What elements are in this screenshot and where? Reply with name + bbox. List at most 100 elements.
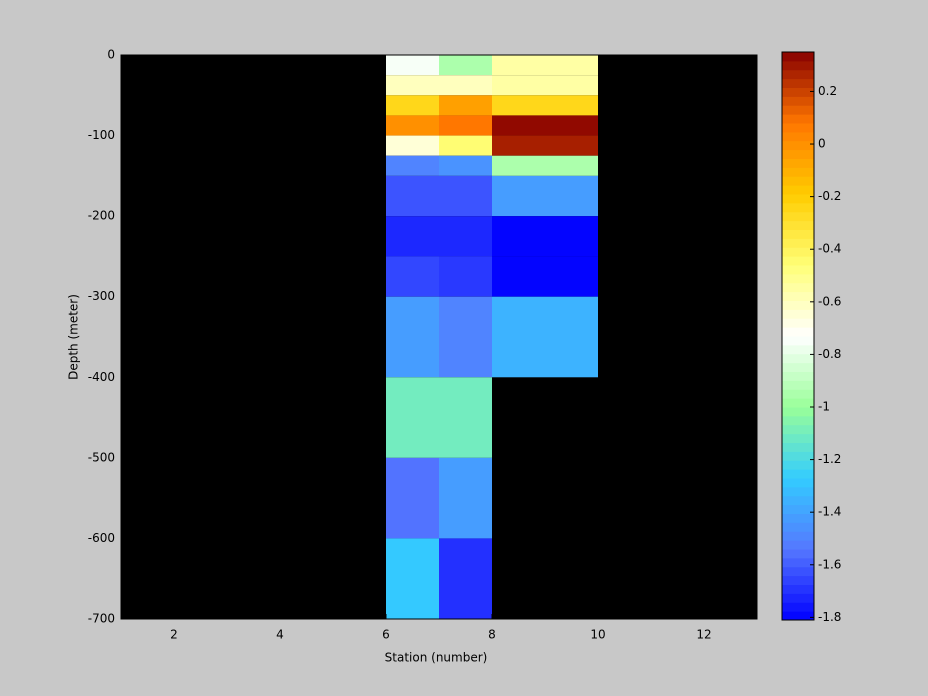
colorbar-swatch (782, 389, 814, 399)
colorbar-tick-label: -0.2 (818, 189, 841, 203)
heatmap-cell (492, 115, 598, 136)
colorbar-tick-label: -0.6 (818, 294, 841, 308)
colorbar-swatch (782, 52, 814, 62)
y-tick-label: 0 (107, 48, 115, 62)
heatmap-cell (439, 55, 492, 76)
colorbar-tick-label: -0.8 (818, 347, 841, 361)
y-tick-label: -700 (88, 612, 115, 626)
colorbar-swatch (782, 371, 814, 381)
y-tick-label: -500 (88, 450, 115, 464)
x-axis-label: Station (number) (385, 651, 488, 665)
colorbar-swatch (782, 593, 814, 603)
colorbar-swatch (782, 131, 814, 142)
colorbar-swatch (782, 247, 814, 257)
heatmap-cell (492, 256, 598, 297)
colorbar-swatch (782, 469, 814, 479)
heatmap-cell (439, 95, 492, 116)
colorbar-swatch (782, 442, 814, 452)
x-tick-label: 2 (170, 628, 178, 642)
colorbar-swatch (782, 211, 814, 222)
colorbar-swatch (782, 123, 814, 133)
colorbar-tick-label: -1.8 (818, 610, 841, 624)
x-tick-label: 6 (382, 628, 390, 642)
heatmap-cell (492, 55, 598, 76)
colorbar-swatch (782, 424, 814, 435)
colorbar-swatch (782, 486, 814, 497)
heatmap-cell (386, 538, 439, 619)
heatmap-cell (386, 256, 439, 297)
x-tick-label: 8 (488, 628, 496, 642)
colorbar-swatch (782, 282, 814, 293)
colorbar-swatch (782, 309, 814, 319)
heatmap-cell (439, 175, 492, 217)
heatmap-cell (492, 175, 598, 217)
colorbar-swatch (782, 176, 814, 186)
y-tick-label: -300 (88, 289, 115, 303)
colorbar-swatch (782, 96, 814, 106)
colorbar-swatch (782, 451, 814, 461)
colorbar-swatch (782, 584, 814, 594)
colorbar-swatch (782, 291, 814, 301)
colorbar-swatch (782, 167, 814, 177)
heatmap-cell (492, 75, 598, 96)
colorbar-swatch (782, 460, 814, 470)
colorbar-swatch (782, 513, 814, 523)
colorbar-swatch (782, 256, 814, 266)
colorbar-tick-label: -0.4 (818, 242, 841, 256)
heatmap-cell (386, 95, 439, 116)
colorbar-tick-label: -1.6 (818, 557, 841, 571)
colorbar-swatch (782, 158, 814, 168)
colorbar-swatch (782, 415, 814, 426)
colorbar-swatch (782, 478, 814, 488)
heatmap-cell (439, 538, 492, 619)
colorbar-swatch (782, 336, 814, 346)
colorbar-swatch (782, 202, 814, 213)
colorbar-swatch (782, 398, 814, 408)
colorbar-swatch (782, 522, 814, 532)
x-tick-label: 4 (276, 628, 284, 642)
colorbar-tick-label: -1.2 (818, 452, 841, 466)
heatmap-cell (439, 256, 492, 297)
heatmap-cell (386, 55, 439, 76)
y-tick-label: -600 (88, 531, 115, 545)
colorbar-swatch (782, 300, 814, 310)
heatmap-cell (386, 115, 439, 136)
colorbar-swatch (782, 344, 814, 355)
heatmap-cell (492, 135, 598, 156)
colorbar-frame (781, 51, 815, 621)
colorbar-swatch (782, 353, 814, 364)
colorbar-swatch (782, 380, 814, 390)
x-tick-label: 10 (590, 628, 605, 642)
colorbar-swatch (782, 105, 814, 115)
plot-frame (120, 54, 758, 620)
colorbar-swatch (782, 504, 814, 514)
colorbar-swatch (782, 220, 814, 230)
colorbar-swatch (782, 238, 814, 248)
colorbar-swatch (782, 194, 814, 204)
colorbar-swatch (782, 549, 814, 559)
colorbar-swatch (782, 407, 814, 417)
colorbar-swatch (782, 149, 814, 159)
heatmap-cell (386, 216, 439, 257)
colorbar-swatch (782, 114, 814, 124)
heatmap-cell (439, 296, 492, 378)
heatmap-cell (439, 457, 492, 539)
colorbar-swatch (782, 69, 814, 80)
y-tick-label: -400 (88, 370, 115, 384)
colorbar-swatch (782, 602, 814, 612)
heatmap-cell (439, 115, 492, 136)
colorbar-swatch (782, 433, 814, 443)
colorbar-swatch (782, 273, 814, 284)
y-tick-label: -100 (88, 128, 115, 142)
colorbar-swatch (782, 540, 814, 550)
colorbar-swatch (782, 575, 814, 585)
colorbar-swatch (782, 327, 814, 337)
colorbar-swatch (782, 229, 814, 239)
colorbar-swatch (782, 611, 814, 621)
colorbar-swatch (782, 318, 814, 328)
colorbar-swatch (782, 362, 814, 372)
heatmap-cell (386, 457, 439, 539)
heatmap-cell (439, 135, 492, 156)
colorbar-swatch (782, 566, 814, 577)
